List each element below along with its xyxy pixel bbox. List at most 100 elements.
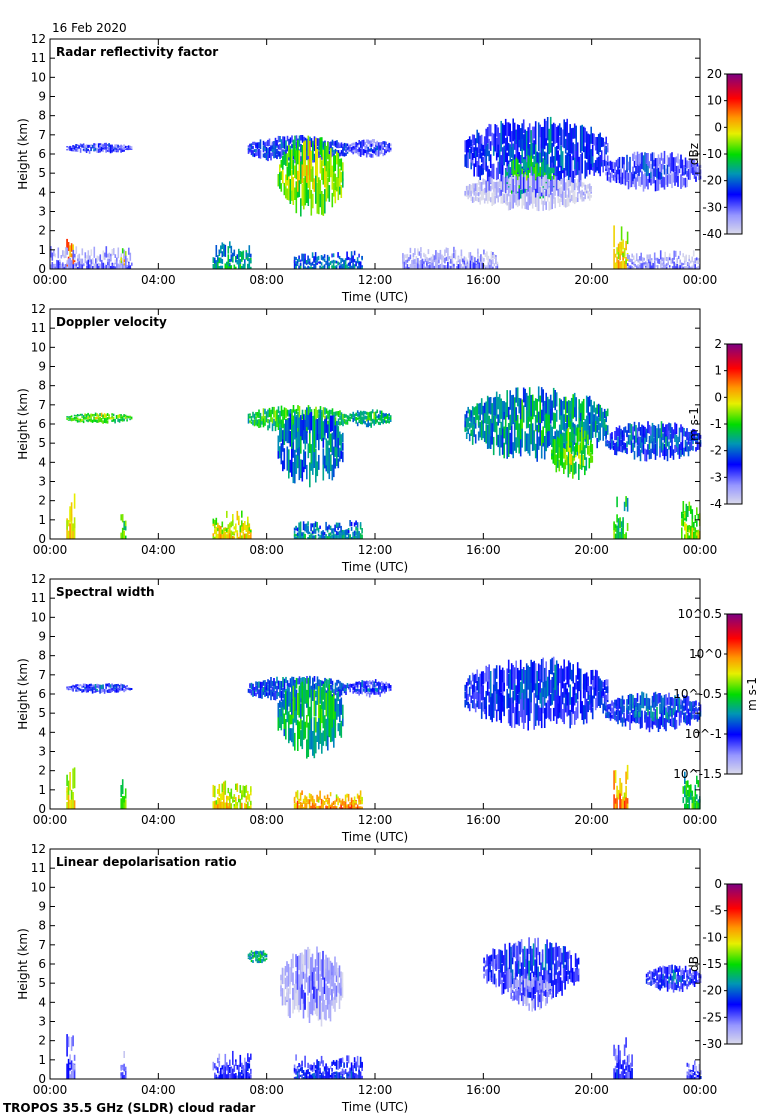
- echo-cell: [642, 692, 645, 709]
- echo-cell: [666, 705, 669, 713]
- echo-cell: [486, 127, 489, 144]
- echo-cell: [590, 126, 592, 144]
- echo-cell: [90, 413, 92, 418]
- echo-cell: [492, 684, 495, 704]
- echo-cell: [385, 141, 387, 146]
- echo-cell: [514, 159, 516, 169]
- echo-cell: [247, 519, 249, 526]
- echo-cell: [488, 190, 490, 201]
- echo-cell: [221, 265, 224, 269]
- echo-cell: [318, 712, 320, 750]
- echo-cell: [566, 701, 568, 717]
- colorbar-swatch: [727, 415, 742, 417]
- echo-cell: [337, 535, 339, 539]
- colorbar-swatch: [727, 145, 742, 147]
- echo-cell: [579, 409, 582, 422]
- echo-cell: [670, 258, 672, 264]
- echo-cell: [480, 152, 483, 163]
- echo-cell: [470, 162, 472, 170]
- echo-cell: [543, 191, 546, 206]
- echo-cell: [294, 187, 296, 200]
- echo-cell: [307, 537, 309, 539]
- colorbar-swatch: [727, 435, 742, 437]
- echo-cell: [331, 265, 333, 269]
- echo-cell: [585, 184, 588, 191]
- echo-cell: [491, 132, 493, 146]
- echo-cell: [298, 444, 301, 481]
- echo-cell: [277, 414, 280, 424]
- echo-cell: [320, 255, 323, 259]
- echo-cell: [336, 679, 338, 686]
- echo-cell: [668, 253, 671, 258]
- echo-cell: [338, 266, 341, 269]
- echo-cell: [657, 154, 660, 167]
- echo-cell: [90, 144, 92, 147]
- echo-cell: [602, 703, 604, 714]
- echo-cell: [542, 426, 544, 443]
- echo-cell: [617, 243, 620, 253]
- echo-cell: [497, 689, 499, 712]
- echo-cell: [273, 418, 275, 426]
- echo-cell: [349, 413, 351, 417]
- echo-cell: [308, 261, 311, 264]
- echo-cell: [118, 684, 121, 687]
- echo-cell: [352, 262, 354, 269]
- echo-cell: [337, 426, 340, 438]
- echo-cell: [630, 424, 633, 441]
- echo-region: [626, 250, 701, 269]
- echo-cell: [264, 408, 266, 415]
- colorbar-swatch: [727, 461, 742, 463]
- echo-cell: [79, 420, 82, 423]
- echo-cell: [324, 677, 326, 683]
- colorbar-swatch: [727, 442, 742, 444]
- echo-cell: [108, 683, 110, 688]
- echo-cell: [331, 441, 334, 456]
- echo-cell: [692, 428, 694, 435]
- echo-cell: [578, 406, 580, 418]
- echo-cell: [361, 411, 363, 416]
- echo-cell: [91, 684, 94, 688]
- colorbar-swatch: [727, 419, 742, 421]
- echo-cell: [373, 150, 375, 154]
- echo-cell: [503, 124, 505, 144]
- echo-cell: [675, 165, 678, 174]
- echo-cell: [271, 406, 274, 415]
- echo-cell: [495, 137, 498, 154]
- echo-cell: [356, 417, 359, 420]
- echo-cell: [492, 141, 495, 156]
- echo-cell: [371, 409, 374, 414]
- echo-cell: [623, 501, 626, 512]
- echo-cell: [420, 263, 422, 269]
- echo-cell: [247, 532, 249, 539]
- x-tick-label: 16:00: [466, 543, 501, 557]
- echo-cell: [415, 256, 418, 263]
- echo-cell: [690, 526, 692, 531]
- echo-cell: [223, 799, 225, 809]
- echo-cell: [696, 520, 698, 527]
- echo-cell: [318, 151, 320, 158]
- echo-cell: [593, 414, 595, 424]
- echo-cell: [626, 448, 628, 455]
- echo-cell: [331, 408, 334, 416]
- echo-cell: [533, 156, 536, 166]
- echo-cell: [367, 684, 369, 688]
- colorbar-swatch: [727, 378, 742, 380]
- echo-cell: [594, 407, 597, 421]
- echo-cell: [273, 406, 275, 418]
- echo-cell: [513, 422, 516, 451]
- echo-cell: [650, 178, 652, 186]
- echo-cell: [482, 671, 484, 685]
- echo-cell: [312, 166, 314, 182]
- colorbar-swatch: [727, 231, 742, 233]
- echo-cell: [666, 175, 669, 187]
- echo-cell: [560, 665, 562, 697]
- echo-cell: [276, 676, 278, 684]
- echo-cell: [494, 186, 496, 196]
- echo-cell: [418, 261, 421, 265]
- echo-cell: [527, 410, 529, 428]
- echo-cell: [671, 715, 673, 727]
- echo-cell: [558, 459, 561, 472]
- colorbar-tick-label: -1: [710, 417, 722, 431]
- echo-cell: [255, 412, 257, 416]
- echo-cell: [606, 704, 609, 713]
